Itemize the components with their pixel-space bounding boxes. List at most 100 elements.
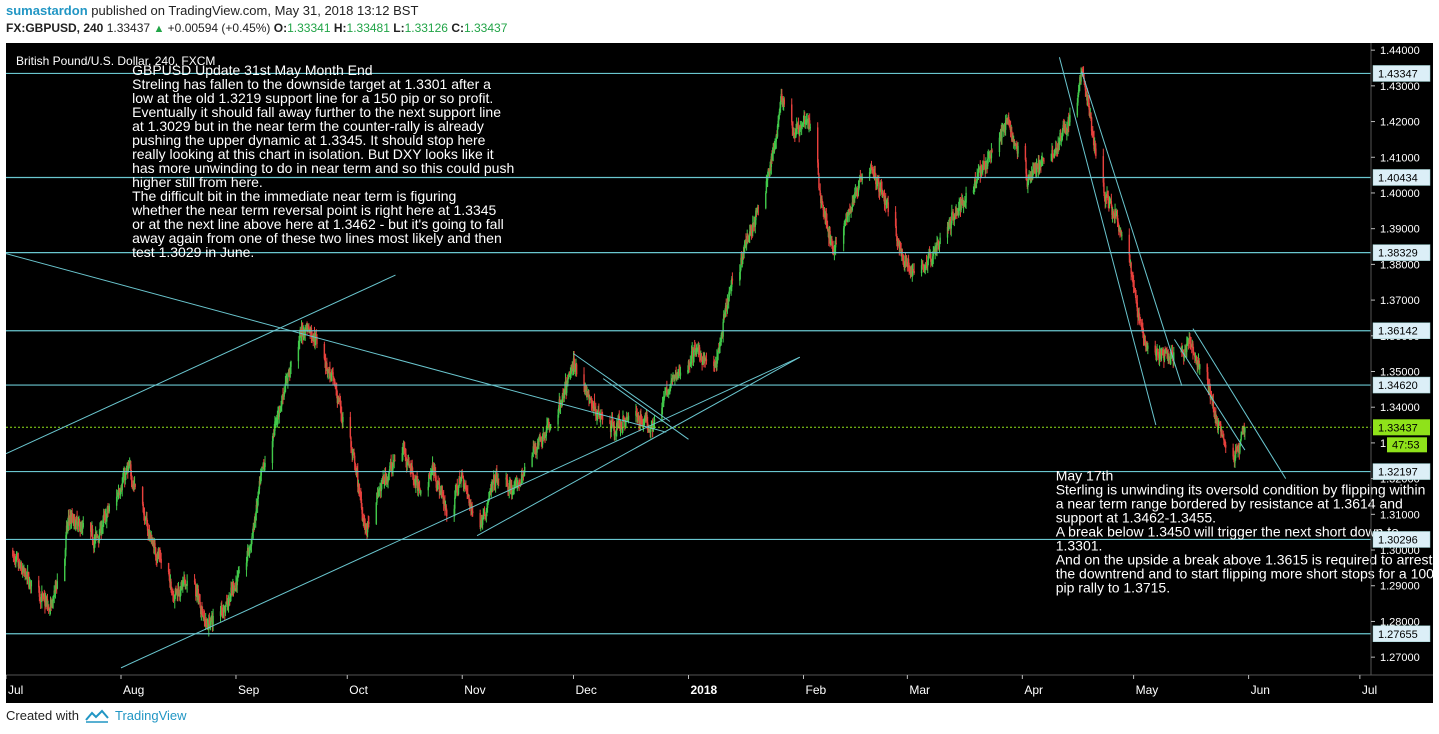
candle-body bbox=[987, 158, 989, 167]
time-tick-label: 2018 bbox=[691, 683, 718, 697]
candle-body bbox=[316, 336, 318, 344]
candle-body bbox=[186, 580, 188, 586]
candle-body bbox=[104, 517, 106, 519]
candle-body bbox=[559, 406, 562, 408]
candle-body bbox=[1003, 127, 1005, 131]
candle-body bbox=[705, 359, 708, 362]
candle-body bbox=[698, 347, 701, 355]
candle-body bbox=[802, 123, 804, 125]
candle-body bbox=[574, 365, 576, 372]
candle-body bbox=[1103, 192, 1106, 199]
candle-body bbox=[77, 521, 80, 527]
candle-body bbox=[781, 100, 784, 105]
candle-body bbox=[1017, 145, 1019, 154]
candle-body bbox=[638, 419, 640, 425]
candle-body bbox=[485, 514, 487, 516]
candle-body bbox=[333, 378, 335, 382]
candle-body bbox=[797, 124, 800, 133]
candle-body bbox=[849, 212, 852, 213]
candle-body bbox=[297, 346, 300, 362]
candle-body bbox=[925, 262, 928, 264]
candle-body bbox=[41, 593, 44, 596]
candle-body bbox=[1190, 344, 1192, 346]
candle-body bbox=[154, 547, 157, 557]
price-chart[interactable]: British Pound/U.S. Dollar, 240, FXCM GBP… bbox=[6, 43, 1433, 703]
candle-body bbox=[1087, 100, 1090, 103]
annotation-line: higher still from here. bbox=[132, 174, 263, 190]
candle-body bbox=[130, 464, 132, 477]
time-tick-label: Jul bbox=[1362, 683, 1377, 697]
candle-body bbox=[875, 174, 877, 185]
candle-body bbox=[1103, 182, 1105, 193]
candle-body bbox=[1080, 73, 1082, 82]
author-link[interactable]: sumastardon bbox=[6, 3, 88, 18]
candle-body bbox=[462, 475, 464, 479]
candle-body bbox=[924, 265, 926, 268]
candle-body bbox=[873, 171, 875, 173]
price-tick-label: 1.34000 bbox=[1380, 402, 1420, 414]
candle-body bbox=[1144, 339, 1147, 344]
candle-body bbox=[700, 355, 703, 361]
candle-body bbox=[1054, 149, 1056, 151]
candle-body bbox=[133, 484, 135, 486]
candle-body bbox=[622, 416, 624, 428]
candle-body bbox=[611, 419, 614, 424]
candle-body bbox=[1223, 440, 1226, 442]
price-tick-label: 1.40000 bbox=[1380, 188, 1420, 200]
candle-body bbox=[523, 472, 525, 477]
low-label: L: bbox=[393, 21, 405, 35]
candle-body bbox=[870, 164, 872, 171]
candle-body bbox=[679, 365, 681, 376]
candle-body bbox=[855, 191, 857, 193]
annotation-may17: May 17th Sterling is unwinding its overso… bbox=[1056, 467, 1433, 595]
candle-body bbox=[731, 278, 734, 281]
candle-body bbox=[47, 606, 50, 610]
candle-body bbox=[391, 469, 394, 471]
candle-body bbox=[1138, 312, 1140, 317]
candle-body bbox=[205, 619, 207, 624]
candle-body bbox=[1085, 90, 1087, 96]
candle-body bbox=[70, 514, 73, 524]
candle-body bbox=[1192, 343, 1194, 353]
candle-body bbox=[741, 259, 743, 261]
candle-body bbox=[720, 334, 722, 342]
candle-body bbox=[383, 480, 386, 484]
candle-body bbox=[740, 257, 743, 260]
candle-body bbox=[1171, 351, 1174, 358]
level-label-box bbox=[1372, 244, 1431, 261]
candle-body bbox=[376, 492, 378, 503]
candle-body bbox=[1011, 131, 1013, 141]
candle-body bbox=[833, 249, 836, 253]
candle-body bbox=[769, 165, 771, 174]
candle-body bbox=[588, 393, 590, 400]
candle-body bbox=[1043, 160, 1045, 162]
candle-body bbox=[196, 590, 198, 597]
candle-body bbox=[849, 209, 851, 213]
tradingview-link[interactable]: TradingView bbox=[114, 708, 187, 723]
candle-body bbox=[1116, 215, 1119, 222]
level-label-box bbox=[1372, 169, 1431, 186]
candle-body bbox=[663, 398, 665, 404]
candle-body bbox=[825, 213, 828, 221]
candle-body bbox=[746, 236, 748, 244]
candle-body bbox=[116, 494, 118, 497]
candle-body bbox=[1130, 262, 1132, 274]
candle-body bbox=[726, 298, 729, 311]
candle-body bbox=[596, 411, 599, 414]
candle-body bbox=[1129, 255, 1131, 263]
candle-body bbox=[774, 141, 777, 144]
candle-body bbox=[719, 344, 721, 347]
candle-body bbox=[91, 528, 94, 541]
candle-body bbox=[1053, 150, 1056, 157]
candle-body bbox=[1186, 342, 1189, 344]
candle-body bbox=[595, 409, 597, 416]
candle-body bbox=[975, 182, 977, 183]
candle-body bbox=[381, 481, 384, 482]
candle-body bbox=[20, 564, 23, 572]
candle-body bbox=[251, 533, 254, 537]
candle-body bbox=[247, 547, 249, 558]
candle-body bbox=[471, 505, 473, 512]
candle-body bbox=[54, 581, 57, 592]
candle-body bbox=[835, 243, 837, 245]
candle-body bbox=[362, 513, 364, 522]
